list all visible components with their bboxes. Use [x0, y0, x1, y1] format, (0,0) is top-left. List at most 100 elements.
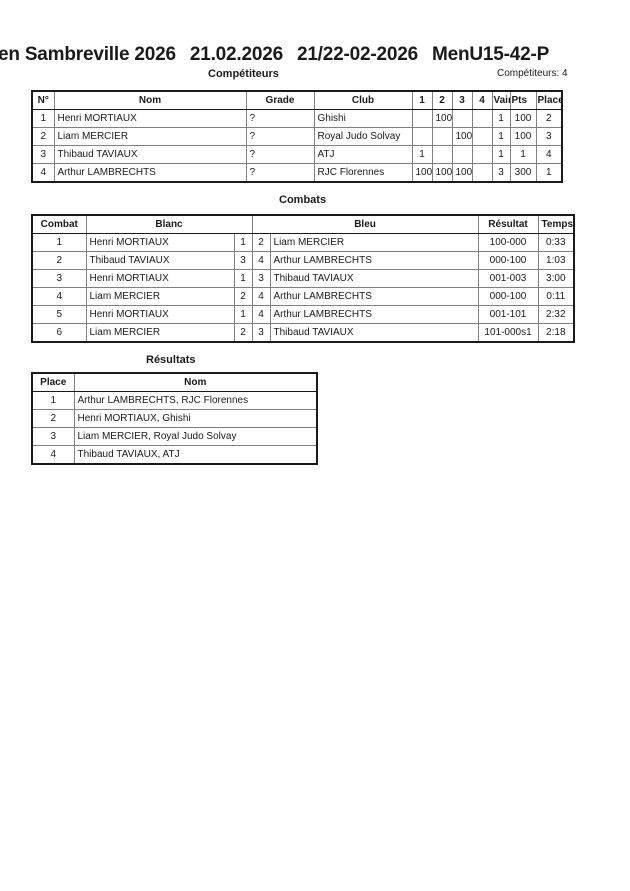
score-vs-2: 100	[431, 163, 453, 183]
combat-result: 100-000	[477, 233, 539, 252]
score-vs-1	[411, 127, 433, 146]
competitor-place: 3	[535, 127, 563, 146]
combat-result: 001-101	[477, 305, 539, 324]
competitor-count-label: Compétiteurs: 4	[497, 68, 568, 79]
score-vs-4	[471, 145, 493, 164]
results-table: Place Nom 1 Arthur LAMBRECHTS, RJC Flore…	[31, 372, 318, 465]
score-vs-4	[471, 127, 493, 146]
combat-white-name: Thibaud TAVIAUX	[85, 251, 235, 270]
combat-blue-name: Arthur LAMBRECHTS	[269, 305, 479, 324]
combat-number: 3	[31, 269, 87, 288]
col-header-number: N°	[31, 90, 55, 110]
combat-blue-seed: 3	[251, 269, 271, 288]
competitor-points: 100	[509, 127, 537, 146]
combat-time: 2:32	[537, 305, 575, 324]
combat-blue-seed: 2	[251, 233, 271, 252]
table-row: 3 Henri MORTIAUX 1 3 Thibaud TAVIAUX 001…	[31, 269, 575, 288]
competitor-club: ATJ	[313, 145, 413, 164]
col-header-wins: Vainqueurs	[491, 90, 511, 110]
table-row: 2 Henri MORTIAUX, Ghishi	[31, 409, 318, 428]
combat-blue-name: Arthur LAMBRECHTS	[269, 287, 479, 306]
combat-white-name: Liam MERCIER	[85, 323, 235, 343]
combat-white-seed: 2	[233, 323, 253, 343]
score-vs-3: 100	[451, 127, 473, 146]
score-vs-3: 100	[451, 163, 473, 183]
score-vs-3	[451, 109, 473, 128]
table-row: 5 Henri MORTIAUX 1 4 Arthur LAMBRECHTS 0…	[31, 305, 575, 324]
competitors-table: N° Nom Grade Club 1 2 3 4 Vainqueurs Pts…	[31, 90, 563, 183]
combat-time: 1:03	[537, 251, 575, 270]
competitors-header-row: N° Nom Grade Club 1 2 3 4 Vainqueurs Pts…	[31, 90, 563, 110]
result-name: Thibaud TAVIAUX, ATJ	[73, 445, 318, 465]
col-header-blue: Bleu	[251, 214, 479, 234]
combat-result: 000-100	[477, 251, 539, 270]
table-row: 3 Thibaud TAVIAUX ? ATJ 1 1 1 4	[31, 145, 563, 164]
score-vs-1: 100	[411, 163, 433, 183]
competitor-name: Henri MORTIAUX	[53, 109, 247, 128]
combat-result: 000-100	[477, 287, 539, 306]
competitor-points: 300	[509, 163, 537, 183]
competitor-grade: ?	[245, 163, 315, 183]
heading-competitors: Compétiteurs	[208, 68, 279, 80]
title-date-range: 21/22-02-2026	[296, 44, 418, 65]
col-header-opponent-2: 2	[431, 90, 453, 110]
result-place: 4	[31, 445, 75, 465]
combat-blue-name: Thibaud TAVIAUX	[269, 269, 479, 288]
combat-blue-seed: 3	[251, 323, 271, 343]
competitor-number: 2	[31, 127, 55, 146]
combat-white-name: Henri MORTIAUX	[85, 305, 235, 324]
score-vs-2	[431, 145, 453, 164]
combat-blue-seed: 4	[251, 287, 271, 306]
score-vs-4	[471, 109, 493, 128]
combat-white-seed: 2	[233, 287, 253, 306]
combat-white-seed: 3	[233, 251, 253, 270]
combat-number: 4	[31, 287, 87, 306]
combat-time: 0:11	[537, 287, 575, 306]
title-date: 21.02.2026	[189, 44, 283, 65]
table-row: 6 Liam MERCIER 2 3 Thibaud TAVIAUX 101-0…	[31, 323, 575, 343]
result-place: 3	[31, 427, 75, 446]
competitor-number: 1	[31, 109, 55, 128]
col-header-opponent-1: 1	[411, 90, 433, 110]
score-vs-2: 100	[431, 109, 453, 128]
competitor-place: 1	[535, 163, 563, 183]
competitor-points: 100	[509, 109, 537, 128]
combat-white-seed: 1	[233, 305, 253, 324]
result-name: Liam MERCIER, Royal Judo Solvay	[73, 427, 318, 446]
col-header-place: Place	[31, 372, 75, 392]
competitor-club: RJC Florennes	[313, 163, 413, 183]
result-name: Henri MORTIAUX, Ghishi	[73, 409, 318, 428]
combat-blue-seed: 4	[251, 251, 271, 270]
col-header-name: Nom	[73, 372, 318, 392]
table-row: 2 Thibaud TAVIAUX 3 4 Arthur LAMBRECHTS …	[31, 251, 575, 270]
col-header-club: Club	[313, 90, 413, 110]
combats-table: Combat Blanc Bleu Résultat Temps 1 Henri…	[31, 214, 576, 343]
competitor-name: Thibaud TAVIAUX	[53, 145, 247, 164]
combat-blue-name: Arthur LAMBRECHTS	[269, 251, 479, 270]
col-header-place: Place	[535, 90, 563, 110]
score-vs-3	[451, 145, 473, 164]
combat-blue-seed: 4	[251, 305, 271, 324]
heading-results: Résultats	[146, 354, 196, 366]
page-title: Open Sambreville 2026 21.02.2026 21/22-02-…	[0, 44, 630, 70]
score-vs-2	[431, 127, 453, 146]
table-row: 4 Thibaud TAVIAUX, ATJ	[31, 445, 318, 465]
col-header-result: Résultat	[477, 214, 539, 234]
col-header-points: Pts	[509, 90, 537, 110]
col-header-combat: Combat	[31, 214, 87, 234]
table-row: 4 Arthur LAMBRECHTS ? RJC Florennes 100 …	[31, 163, 563, 183]
combat-result: 001-003	[477, 269, 539, 288]
table-row: 4 Liam MERCIER 2 4 Arthur LAMBRECHTS 000…	[31, 287, 575, 306]
col-header-opponent-4: 4	[471, 90, 493, 110]
score-vs-1: 1	[411, 145, 433, 164]
col-header-name: Nom	[53, 90, 247, 110]
competitor-name: Liam MERCIER	[53, 127, 247, 146]
competitor-wins: 1	[491, 109, 511, 128]
score-vs-1	[411, 109, 433, 128]
combat-white-seed: 1	[233, 269, 253, 288]
combat-blue-name: Liam MERCIER	[269, 233, 479, 252]
title-event: Open Sambreville 2026	[0, 44, 176, 65]
result-place: 1	[31, 391, 75, 410]
combat-blue-name: Thibaud TAVIAUX	[269, 323, 479, 343]
table-row: 1 Henri MORTIAUX ? Ghishi 100 1 100 2	[31, 109, 563, 128]
